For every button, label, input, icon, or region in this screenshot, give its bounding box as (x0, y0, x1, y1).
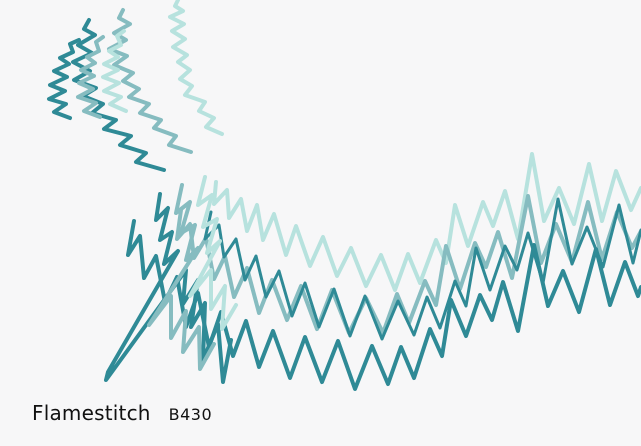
pattern-code: B430 (168, 405, 213, 424)
flame-stroke-dark-outline (203, 197, 641, 341)
flame-lines (47, 0, 641, 391)
flame-stroke-light-spike (188, 175, 238, 331)
flame-stroke-mid-left-tail (76, 35, 105, 119)
flame-stroke-mid-top (107, 8, 193, 154)
pattern-caption: Flamestitch B430 (32, 401, 212, 425)
flame-stroke-dark-lower (126, 219, 641, 391)
flame-stroke-light-top (168, 0, 224, 136)
flame-stroke-light-lower (212, 152, 641, 292)
flame-stroke-dark-left-tail (47, 38, 81, 120)
left-lightning-spike (104, 175, 238, 384)
lower-flame-sweep (126, 152, 641, 391)
flame-stroke-light-left-tail (101, 29, 128, 113)
pattern-name: Flamestitch (32, 401, 151, 425)
flame-stroke-mid-spike (147, 183, 216, 371)
flame-stroke-dark-spike (104, 192, 233, 384)
upper-left-flame-group (47, 0, 224, 172)
